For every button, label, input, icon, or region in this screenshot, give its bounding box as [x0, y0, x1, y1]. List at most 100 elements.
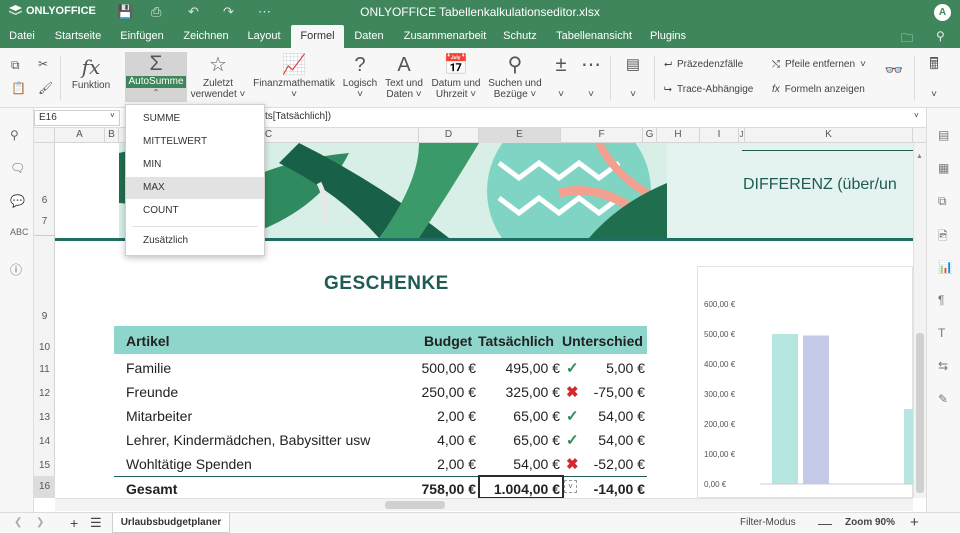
more-icon[interactable]: ⋯ [258, 4, 271, 19]
cell-tatsaechlich[interactable]: 495,00 € [505, 360, 561, 376]
formeln-anzeigen-button[interactable]: fx Formeln anzeigen [772, 84, 865, 95]
zoom-out-icon[interactable]: — [818, 515, 832, 531]
copy-icon[interactable]: ⧉ [11, 58, 20, 72]
column-header-a[interactable]: A [55, 128, 105, 143]
row-header-16[interactable]: 16 [34, 476, 55, 498]
tab-layout[interactable]: Layout [247, 30, 281, 42]
avatar[interactable]: A [934, 4, 951, 21]
column-header-h[interactable]: H [657, 128, 700, 143]
cell-artikel[interactable]: Freunde [126, 384, 179, 400]
cell-tatsaechlich[interactable]: 54,00 € [513, 456, 560, 472]
save-icon[interactable]: 💾 [117, 4, 134, 19]
datum-uhrzeit-button[interactable]: 📅 Datum und Uhrzeit ˅ [430, 54, 482, 100]
chart-bar[interactable] [772, 334, 798, 484]
column-header-j[interactable]: J [739, 128, 745, 143]
row-header-14[interactable]: 14 [38, 436, 51, 447]
header-budget[interactable]: Budget [424, 333, 473, 349]
shape-settings-icon[interactable]: ⧉ [938, 194, 947, 208]
column-header-f[interactable]: F [561, 128, 643, 143]
zoom-level[interactable]: Zoom 90% [845, 517, 896, 528]
horizontal-scroll-thumb[interactable] [385, 501, 445, 509]
image-settings-icon[interactable]: 🖻 [938, 229, 948, 243]
folder-icon[interactable]: 🗀 [901, 31, 914, 45]
search-icon[interactable]: ⚲ [936, 29, 945, 43]
column-header-b[interactable]: B [105, 128, 119, 143]
tab-datei[interactable]: Datei [9, 30, 35, 42]
autofill-options-icon[interactable]: ˅ [564, 480, 577, 493]
zoom-in-icon[interactable]: + [910, 514, 919, 531]
praezedenzfaelle-button[interactable]: ⮠ Präzedenzfälle [664, 59, 744, 70]
spellcheck-icon[interactable]: ABC [10, 227, 29, 237]
select-all-corner[interactable] [34, 128, 55, 143]
sheet-tab[interactable]: Urlaubsbudgetplaner [112, 513, 230, 533]
info-icon[interactable]: ⓘ [10, 263, 23, 277]
undo-icon[interactable]: ↶ [188, 4, 199, 19]
name-box[interactable]: E16 [34, 110, 120, 126]
row-header-9[interactable]: 9 [41, 311, 48, 322]
cell-gesamt-budget[interactable]: 758,00 € [421, 481, 477, 497]
tab-einfuegen[interactable]: Einfügen [120, 30, 164, 42]
cell-budget[interactable]: 2,00 € [437, 456, 476, 472]
tab-tabellenansicht[interactable]: Tabellenansicht [556, 30, 632, 42]
column-header-i[interactable]: I [700, 128, 739, 143]
cell-gesamt-label[interactable]: Gesamt [126, 481, 178, 497]
text-daten-button[interactable]: A Text und Daten ˅ [384, 54, 424, 100]
column-header-d[interactable]: D [419, 128, 479, 143]
menu-item-count[interactable]: COUNT [143, 205, 179, 216]
row-header-7[interactable]: 7 [41, 216, 48, 227]
column-header-c[interactable]: C [119, 128, 419, 143]
expand-formula-icon[interactable]: ˅ [914, 111, 919, 120]
text-art-icon[interactable]: T [938, 326, 946, 340]
cell-unterschied[interactable]: 5,00 € [606, 360, 645, 376]
paragraph-settings-icon[interactable]: ¶ [938, 293, 945, 307]
column-header-g[interactable]: G [643, 128, 657, 143]
tab-zeichnen[interactable]: Zeichnen [183, 30, 229, 42]
cell-gesamt-unterschied[interactable]: -14,00 € [593, 481, 645, 497]
format-painter-icon[interactable]: 🖌 [38, 81, 54, 95]
suchen-bezuege-button[interactable]: ⚲ Suchen und Bezüge ˅ [486, 54, 544, 100]
vertical-scroll-thumb[interactable] [916, 333, 924, 493]
cell-unterschied[interactable]: 54,00 € [598, 432, 645, 448]
menu-item-min[interactable]: MIN [143, 159, 162, 170]
header-tatsaechlich[interactable]: Tatsächlich [478, 333, 554, 349]
tab-startseite[interactable]: Startseite [54, 30, 102, 42]
paste-icon[interactable]: 📋 [11, 81, 26, 95]
row-header-10[interactable]: 10 [38, 342, 51, 353]
chevron-down-icon[interactable]: ˅ [110, 111, 115, 120]
add-sheet-icon[interactable]: + [70, 515, 79, 531]
cell-unterschied[interactable]: 54,00 € [598, 408, 645, 424]
column-header-e[interactable]: E [479, 128, 561, 143]
cell-budget[interactable]: 500,00 € [421, 360, 477, 376]
print-icon[interactable]: ⎙ [151, 4, 162, 19]
calculation-button[interactable]: 🖩 ˅ [922, 54, 946, 100]
finanzmathematik-button[interactable]: 📈 Finanzmathematik ˅ [252, 54, 336, 100]
sheet-list-icon[interactable]: ☰ [90, 515, 102, 530]
cell-artikel[interactable]: Familie [126, 360, 172, 376]
redo-icon[interactable]: ↷ [223, 4, 234, 19]
column-header-k[interactable]: K [745, 128, 913, 143]
cell-artikel[interactable]: Wohltätige Spenden [126, 456, 252, 472]
chart-settings-icon[interactable]: 📊 [938, 260, 953, 274]
cell-gesamt-tatsaechlich[interactable]: 1.004,00 € [493, 481, 560, 497]
row-header-15[interactable]: 15 [38, 460, 51, 471]
header-artikel[interactable]: Artikel [126, 333, 170, 349]
menu-item-max[interactable]: MAX [126, 177, 264, 199]
more-functions-button[interactable]: ⋯ ˅ [580, 54, 602, 100]
search-icon[interactable]: ⚲ [10, 128, 19, 142]
sheet-prev-icon[interactable]: ❮ [14, 517, 23, 528]
row-header-6[interactable]: 6 [41, 195, 48, 206]
menu-item-mittelwert[interactable]: MITTELWERT [143, 136, 208, 147]
header-unterschied[interactable]: Unterschied [562, 333, 643, 349]
tab-daten[interactable]: Daten [354, 30, 384, 42]
cut-icon[interactable]: ✂ [38, 57, 49, 71]
table-settings-icon[interactable]: ▦ [938, 161, 950, 175]
row-header-11[interactable]: 11 [39, 364, 50, 375]
cell-settings-icon[interactable]: ▤ [938, 128, 950, 142]
chat-icon[interactable]: 💬 [10, 194, 25, 208]
tab-formel[interactable]: Formel [291, 25, 344, 48]
cell-artikel[interactable]: Lehrer, Kindermädchen, Babysitter usw [126, 432, 371, 448]
logisch-button[interactable]: ? Logisch ˅ [340, 54, 380, 100]
cell-budget[interactable]: 250,00 € [421, 384, 477, 400]
trace-abhaengige-button[interactable]: ⮡ Trace-Abhängige [664, 84, 754, 95]
autosumme-button[interactable]: Σ AutoSumme ⌃ [125, 52, 187, 102]
